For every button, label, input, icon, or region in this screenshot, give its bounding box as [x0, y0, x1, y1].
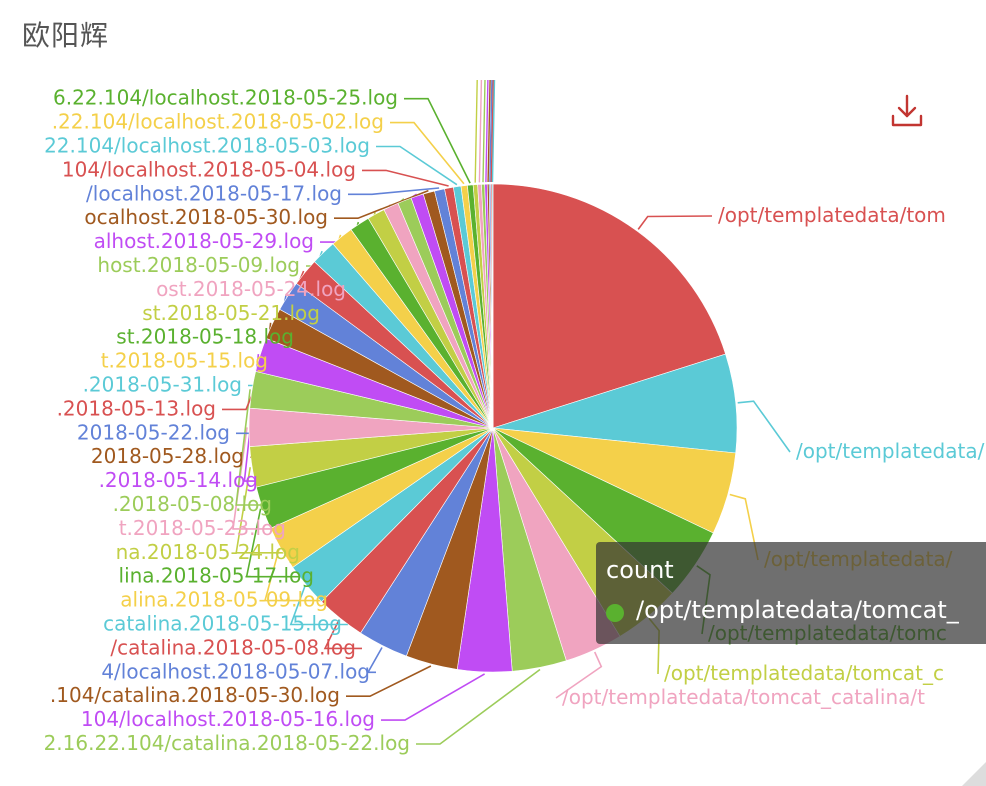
download-icon[interactable]: [888, 92, 928, 132]
label-line: [737, 400, 791, 453]
slice-label: st.2018-05-18.log: [116, 325, 294, 349]
label-line: [263, 549, 334, 602]
slice-label: catalina.2018-05-15.log: [103, 612, 342, 636]
resize-handle[interactable]: [962, 762, 986, 786]
label-line: [348, 187, 440, 196]
label-line: [474, 79, 478, 183]
slice-label: .104/catalina.2018-05-30.log: [50, 683, 340, 707]
pie-slice[interactable]: [492, 183, 726, 429]
slice-label: 2018-05-22.log: [77, 420, 230, 444]
slice-label: st.2018-05-21.log: [142, 301, 320, 325]
label-line: [362, 169, 449, 187]
slice-label: /opt/templatedata/: [796, 439, 985, 463]
label-line: [390, 121, 465, 185]
label-line: [490, 79, 494, 183]
slice-label: .22.104/localhost.2018-05-02.log: [52, 110, 384, 134]
slice-label: 2018-05-28.log: [91, 444, 244, 468]
label-line: [482, 79, 486, 183]
slice-label: /localhost.2018-05-17.log: [86, 181, 342, 205]
slice-label: ost.2018-05-24.log: [156, 277, 346, 301]
tooltip-series-dot: [606, 604, 624, 622]
slice-label: /opt/templatedata/tomcat_catalina/t: [562, 685, 925, 709]
label-line: [478, 79, 483, 183]
label-line: [729, 493, 759, 561]
slice-label: 6.22.104/localhost.2018-05-25.log: [53, 86, 398, 110]
label-line: [334, 189, 429, 219]
label-line: [489, 79, 493, 183]
slice-label: /catalina.2018-05-08.log: [110, 635, 356, 659]
slice-label: 22.104/localhost.2018-05-03.log: [44, 134, 370, 158]
label-line: [637, 215, 713, 230]
slice-label: .2018-05-08.log: [113, 492, 272, 516]
label-line: [416, 668, 541, 745]
chart-tooltip: count /opt/templatedata/tomcat_: [596, 542, 986, 644]
label-line: [376, 145, 458, 186]
label-line: [555, 651, 603, 699]
label-line: [485, 79, 489, 183]
tooltip-item-label: /opt/templatedata/tomcat_: [636, 596, 959, 624]
slice-label: host.2018-05-09.log: [97, 253, 300, 277]
slice-label: 4/localhost.2018-05-07.log: [101, 659, 370, 683]
slice-label: alhost.2018-05-29.log: [94, 229, 314, 253]
slice-label: na.2018-05-24.log: [116, 540, 300, 564]
slice-label: lina.2018-05-17.log: [119, 564, 314, 588]
label-line: [381, 673, 486, 721]
slice-label: ocalhost.2018-05-30.log: [84, 205, 328, 229]
slice-label: 104/localhost.2018-05-16.log: [81, 707, 375, 731]
slice-label: 2.16.22.104/catalina.2018-05-22.log: [44, 731, 410, 755]
download-button[interactable]: [888, 92, 928, 132]
label-line: [491, 79, 496, 183]
pie-slice[interactable]: [491, 183, 494, 429]
label-line: [289, 586, 348, 626]
slice-label: /opt/templatedata/tomcat_c: [664, 661, 944, 685]
slice-label: t.2018-05-23.log: [119, 516, 286, 540]
label-line: [245, 508, 320, 578]
tooltip-title: count: [606, 556, 674, 584]
slice-label: t.2018-05-15.log: [101, 349, 268, 373]
slice-label: .2018-05-13.log: [57, 396, 216, 420]
slice-label: alina.2018-05-09.log: [120, 588, 328, 612]
label-line: [366, 647, 383, 674]
label-line: [323, 619, 362, 650]
slice-label: 104/localhost.2018-05-04.log: [62, 157, 356, 181]
slice-label: /opt/templatedata/tom: [718, 203, 946, 227]
label-line: [487, 79, 491, 183]
label-line: [235, 467, 306, 554]
card-title: 欧阳辉: [22, 19, 110, 52]
slice-label: .2018-05-14.log: [99, 468, 258, 492]
slice-label: .2018-05-31.log: [83, 373, 242, 397]
label-line: [404, 97, 471, 184]
label-line: [346, 665, 432, 698]
